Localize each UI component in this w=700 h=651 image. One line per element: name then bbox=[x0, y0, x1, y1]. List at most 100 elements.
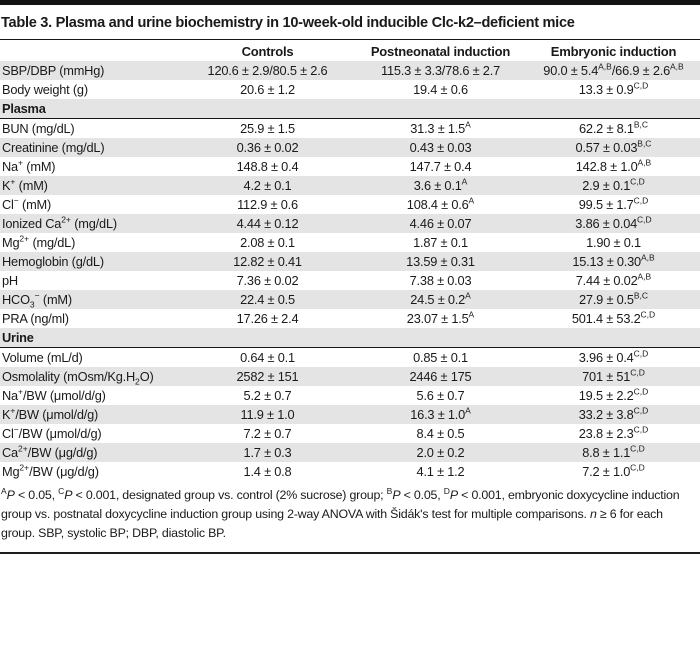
table-row: SBP/DBP (mmHg) 120.6 ± 2.9/80.5 ± 2.6 115.… bbox=[0, 61, 700, 80]
table-row: Osmolality (mOsm/Kg.H2O) 2582 ± 151 2446 ±… bbox=[0, 367, 700, 386]
cell-postneonatal: 2446 ± 175 bbox=[409, 369, 472, 384]
row-label: Body weight (g) bbox=[2, 82, 88, 97]
cell-postneonatal: 3.6 ± 0.1A bbox=[413, 176, 468, 193]
table-row: Mg2+ (mg/dL) 2.08 ± 0.1 1.87 ± 0.1 1.90 ± 0… bbox=[0, 233, 700, 252]
cell-embryonic: 23.8 ± 2.3C,D bbox=[578, 424, 649, 441]
cell-postneonatal: 1.87 ± 0.1 bbox=[413, 235, 468, 250]
column-header-postneonatal: Postneonatal induction bbox=[370, 43, 511, 59]
cell-postneonatal: 0.43 ± 0.03 bbox=[409, 140, 472, 155]
row-label: pH bbox=[2, 273, 18, 288]
cell-embryonic: 19.5 ± 2.2C,D bbox=[578, 386, 649, 403]
table-row: Ca2+/BW (μg/d/g) 1.7 ± 0.3 2.0 ± 0.2 8.8 ± … bbox=[0, 443, 700, 462]
cell-controls: 112.9 ± 0.6 bbox=[237, 197, 298, 212]
cell-postneonatal: 2.0 ± 0.2 bbox=[416, 445, 465, 460]
cell-postneonatal: 8.4 ± 0.5 bbox=[416, 426, 465, 441]
bottom-rule bbox=[0, 552, 700, 554]
cell-controls: 22.4 ± 0.5 bbox=[240, 292, 295, 307]
cell-embryonic: 2.9 ± 0.1C,D bbox=[582, 176, 645, 193]
column-header-empty bbox=[0, 40, 181, 61]
section-label: Plasma bbox=[0, 99, 700, 119]
cell-embryonic: 3.96 ± 0.4C,D bbox=[578, 348, 649, 365]
cell-embryonic: 7.44 ± 0.02A,B bbox=[575, 271, 652, 288]
header-row: Controls Postneonatal induction Embryoni… bbox=[0, 40, 700, 61]
cell-postneonatal: 0.85 ± 0.1 bbox=[413, 350, 468, 365]
cell-controls: 11.9 ± 1.0 bbox=[240, 407, 295, 422]
cell-controls: 0.64 ± 0.1 bbox=[240, 350, 295, 365]
table-row: Volume (mL/d) 0.64 ± 0.1 0.85 ± 0.1 3.96 ± … bbox=[0, 348, 700, 368]
section-row: Plasma bbox=[0, 99, 700, 119]
cell-controls: 1.7 ± 0.3 bbox=[243, 445, 292, 460]
cell-postneonatal: 108.4 ± 0.6A bbox=[406, 195, 475, 212]
row-label: Ionized Ca2+ (mg/dL) bbox=[2, 214, 117, 231]
table-row: Ionized Ca2+ (mg/dL) 4.44 ± 0.12 4.46 ± 0.… bbox=[0, 214, 700, 233]
cell-controls: 7.36 ± 0.02 bbox=[236, 273, 299, 288]
cell-embryonic: 7.2 ± 1.0C,D bbox=[582, 462, 645, 479]
row-label: Mg2+/BW (μg/d/g) bbox=[2, 462, 99, 479]
cell-postneonatal: 19.4 ± 0.6 bbox=[413, 82, 468, 97]
table-row: PRA (ng/ml) 17.26 ± 2.4 23.07 ± 1.5A 501.4 … bbox=[0, 309, 700, 328]
table-row: Na+ (mM) 148.8 ± 0.4 147.7 ± 0.4 142.8 ± 1.… bbox=[0, 157, 700, 176]
cell-postneonatal: 147.7 ± 0.4 bbox=[409, 159, 472, 174]
table-title: Table 3. Plasma and urine biochemistry i… bbox=[1, 15, 575, 31]
table-row: pH 7.36 ± 0.02 7.38 ± 0.03 7.44 ± 0.02A,B bbox=[0, 271, 700, 290]
title-rule bbox=[0, 39, 700, 40]
cell-postneonatal: 13.59 ± 0.31 bbox=[406, 254, 475, 269]
row-label: Na+/BW (μmol/d/g) bbox=[2, 386, 106, 403]
row-label: Creatinine (mg/dL) bbox=[2, 140, 105, 155]
table-row: Cl−/BW (μmol/d/g) 7.2 ± 0.7 8.4 ± 0.5 23.8 … bbox=[0, 424, 700, 443]
cell-controls: 5.2 ± 0.7 bbox=[243, 388, 292, 403]
cell-embryonic: 1.90 ± 0.1 bbox=[586, 235, 641, 250]
row-label: HCO3− (mM) bbox=[2, 290, 72, 310]
cell-postneonatal: 16.3 ± 1.0A bbox=[410, 405, 471, 422]
row-label: K+/BW (μmol/d/g) bbox=[2, 405, 99, 422]
row-label: Ca2+/BW (μg/d/g) bbox=[2, 443, 98, 460]
cell-embryonic: 13.3 ± 0.9C,D bbox=[578, 80, 649, 97]
cell-controls: 25.9 ± 1.5 bbox=[240, 121, 295, 136]
cell-embryonic: 3.86 ± 0.04C,D bbox=[575, 214, 652, 231]
cell-controls: 4.2 ± 0.1 bbox=[243, 178, 292, 193]
footnote: AP < 0.05, CP < 0.001, designated group … bbox=[1, 485, 680, 540]
column-header-embryonic: Embryonic induction bbox=[550, 43, 677, 59]
cell-controls: 0.36 ± 0.02 bbox=[236, 140, 299, 155]
cell-embryonic: 501.4 ± 53.2C,D bbox=[571, 309, 656, 326]
column-header-controls: Controls bbox=[241, 43, 294, 59]
cell-postneonatal: 5.6 ± 0.7 bbox=[416, 388, 465, 403]
cell-postneonatal: 31.3 ± 1.5A bbox=[410, 119, 471, 136]
row-label: K+ (mM) bbox=[2, 176, 48, 193]
table-row: K+ (mM) 4.2 ± 0.1 3.6 ± 0.1A 2.9 ± 0.1C,D bbox=[0, 176, 700, 195]
cell-controls: 2.08 ± 0.1 bbox=[240, 235, 295, 250]
section-label: Urine bbox=[0, 328, 700, 348]
cell-embryonic: 0.57 ± 0.03B,C bbox=[575, 138, 652, 155]
cell-controls: 12.82 ± 0.41 bbox=[233, 254, 302, 269]
table-header: Controls Postneonatal induction Embryoni… bbox=[0, 40, 700, 61]
cell-controls: 4.44 ± 0.12 bbox=[236, 216, 299, 231]
table-row: Na+/BW (μmol/d/g) 5.2 ± 0.7 5.6 ± 0.7 19.5 … bbox=[0, 386, 700, 405]
table-row: Body weight (g) 20.6 ± 1.2 19.4 ± 0.6 13.3 … bbox=[0, 80, 700, 99]
row-label: Mg2+ (mg/dL) bbox=[2, 233, 76, 250]
row-label: Cl− (mM) bbox=[2, 195, 52, 212]
row-label: Cl−/BW (μmol/d/g) bbox=[2, 424, 102, 441]
cell-embryonic: 62.2 ± 8.1B,C bbox=[578, 119, 648, 136]
row-label: SBP/DBP (mmHg) bbox=[2, 63, 105, 78]
cell-embryonic: 33.2 ± 3.8C,D bbox=[578, 405, 649, 422]
cell-controls: 1.4 ± 0.8 bbox=[243, 464, 292, 479]
table-row: Cl− (mM) 112.9 ± 0.6 108.4 ± 0.6A 99.5 ± 1.… bbox=[0, 195, 700, 214]
cell-embryonic: 27.9 ± 0.5B,C bbox=[578, 290, 648, 307]
cell-controls: 7.2 ± 0.7 bbox=[243, 426, 292, 441]
cell-postneonatal: 24.5 ± 0.2A bbox=[410, 290, 471, 307]
cell-embryonic: 15.13 ± 0.30A,B bbox=[572, 252, 655, 269]
top-rule bbox=[0, 0, 700, 5]
table-row: Creatinine (mg/dL) 0.36 ± 0.02 0.43 ± 0.03… bbox=[0, 138, 700, 157]
cell-postneonatal: 23.07 ± 1.5A bbox=[406, 309, 475, 326]
cell-embryonic: 8.8 ± 1.1C,D bbox=[582, 443, 645, 460]
table-row: K+/BW (μmol/d/g) 11.9 ± 1.0 16.3 ± 1.0A 33.… bbox=[0, 405, 700, 424]
cell-postneonatal: 4.1 ± 1.2 bbox=[416, 464, 465, 479]
row-label: Na+ (mM) bbox=[2, 157, 56, 174]
row-label: BUN (mg/dL) bbox=[2, 121, 75, 136]
cell-embryonic: 142.8 ± 1.0A,B bbox=[575, 157, 652, 174]
table-row: BUN (mg/dL) 25.9 ± 1.5 31.3 ± 1.5A 62.2 ± 8… bbox=[0, 119, 700, 139]
table-row: Hemoglobin (g/dL) 12.82 ± 0.41 13.59 ± 0.3… bbox=[0, 252, 700, 271]
cell-controls: 17.26 ± 2.4 bbox=[236, 311, 299, 326]
table-row: Mg2+/BW (μg/d/g) 1.4 ± 0.8 4.1 ± 1.2 7.2 ± … bbox=[0, 462, 700, 481]
